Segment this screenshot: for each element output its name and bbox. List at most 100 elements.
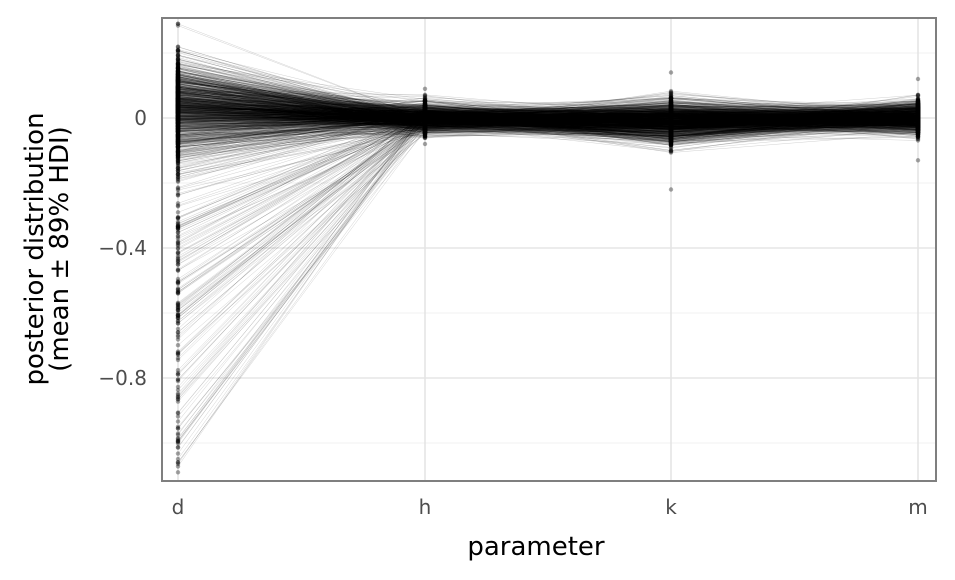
point-d-352	[175, 107, 181, 112]
point-d-494	[175, 99, 181, 104]
point-d-62	[175, 101, 181, 106]
point-d-454	[175, 105, 181, 111]
point-d-121	[175, 240, 181, 245]
point-d-863	[175, 87, 181, 92]
point-d-262	[175, 129, 181, 134]
point-d-1198	[175, 53, 181, 59]
point-d-984	[175, 102, 181, 107]
point-d-1026	[175, 97, 181, 102]
point-d-764	[175, 281, 181, 286]
point-d-731	[175, 168, 181, 173]
point-d-301	[175, 280, 181, 285]
point-d-671	[175, 117, 181, 123]
point-d-268	[175, 144, 181, 149]
point-d-958	[175, 78, 181, 83]
point-d-253	[175, 86, 181, 92]
point-d-14	[175, 104, 181, 109]
point-d-52	[175, 129, 181, 135]
point-d-518	[175, 79, 181, 84]
point-d-76	[175, 108, 181, 113]
point-d-684	[175, 176, 181, 182]
point-d-199	[175, 124, 181, 129]
point-d-1028	[175, 115, 181, 121]
point-d-735	[175, 94, 181, 99]
point-d-791	[175, 126, 181, 132]
point-d-737	[175, 168, 181, 174]
point-d-727	[175, 150, 181, 155]
point-d-397	[175, 150, 181, 155]
point-d-790	[175, 81, 181, 86]
point-d-602	[175, 377, 181, 382]
point-d-907	[175, 101, 181, 107]
point-d-783	[175, 128, 181, 134]
point-d-94	[175, 136, 181, 142]
point-d-413	[175, 92, 181, 97]
point-d-1196	[175, 117, 181, 122]
point-d-847	[175, 79, 181, 84]
point-d-445	[175, 105, 181, 110]
point-d-876	[175, 76, 181, 81]
point-d-805	[175, 107, 181, 112]
point-d-554	[175, 131, 181, 136]
point-d-83	[175, 86, 181, 91]
point-d-23	[175, 110, 181, 115]
point-d-129	[175, 151, 181, 156]
point-d-337	[175, 116, 181, 122]
point-d-995	[175, 130, 181, 136]
point-d-152	[175, 321, 181, 326]
point-d-89	[175, 87, 181, 93]
point-d-669	[175, 88, 181, 93]
point-d-306	[175, 121, 181, 127]
point-d-468	[175, 226, 181, 231]
point-d-359	[175, 103, 181, 108]
point-d-310	[175, 73, 181, 78]
point-d-128	[175, 100, 181, 105]
point-d-1182	[175, 71, 181, 77]
point-d-97	[175, 110, 181, 116]
point-d-1187	[175, 224, 181, 229]
point-d-823	[175, 161, 181, 166]
point-d-934	[175, 85, 181, 91]
point-d-1045	[175, 90, 181, 96]
point-d-848	[175, 98, 181, 104]
point-d-1054	[175, 71, 181, 76]
point-d-443	[175, 136, 181, 141]
point-d-163	[175, 123, 181, 128]
point-d-784	[175, 221, 181, 227]
point-d-968	[175, 72, 181, 78]
point-d-102	[175, 187, 181, 193]
point-d-1100	[175, 49, 181, 54]
point-d-2	[175, 73, 181, 79]
point-d-280	[175, 118, 181, 123]
point-d-564	[175, 110, 181, 115]
point-d-504	[175, 136, 181, 141]
point-d-1032	[175, 115, 181, 120]
point-d-79	[175, 112, 181, 117]
point-d-887	[175, 176, 181, 181]
point-d-376	[175, 97, 181, 102]
point-d-987	[175, 76, 181, 82]
point-d-6	[175, 94, 181, 100]
point-d-285	[175, 52, 181, 58]
point-d-319	[175, 134, 181, 139]
point-d-656	[175, 99, 181, 104]
point-d-868	[175, 239, 181, 244]
point-d-114	[175, 98, 181, 103]
point-d-264	[175, 126, 181, 131]
point-d-51	[175, 139, 181, 145]
point-d-595	[175, 86, 181, 92]
point-d-967	[175, 67, 181, 72]
point-d-909	[175, 44, 181, 49]
point-d-690	[175, 126, 181, 131]
point-d-566	[175, 126, 181, 131]
point-d-43	[175, 61, 181, 67]
point-d-477	[175, 113, 181, 118]
point-d-1011	[175, 77, 181, 83]
point-d-888	[175, 105, 181, 111]
point-d-885	[175, 140, 181, 145]
point-d-225	[175, 119, 181, 124]
point-d-561	[175, 72, 181, 78]
point-d-230	[175, 73, 181, 79]
point-d-127	[175, 105, 181, 111]
point-d-620	[175, 83, 181, 88]
